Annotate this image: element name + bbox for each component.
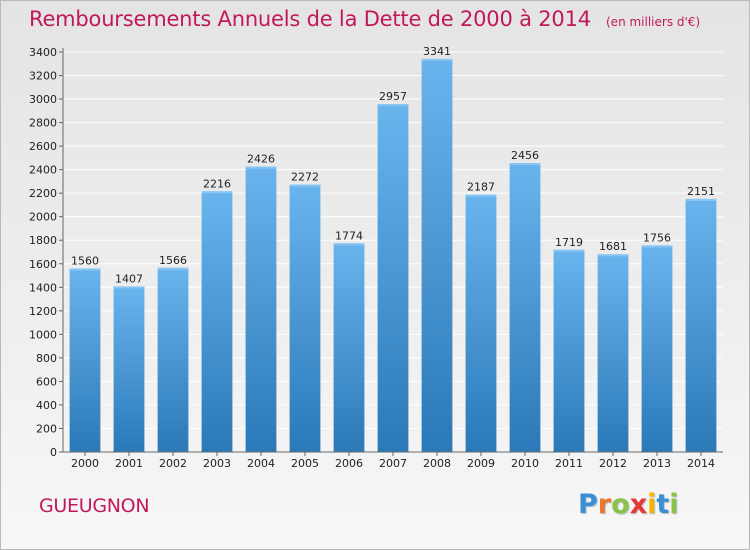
chart-unit: (en milliers d'€) [606,15,701,29]
bar-top-edge [685,198,717,201]
bar-top-edge [597,254,629,257]
logo-letter: i [647,489,657,520]
bar-top-edge [641,245,673,248]
bar-top-edge [553,249,585,252]
chart-title: Remboursements Annuels de la Dette de 20… [29,7,591,31]
bar-2005 [289,184,321,453]
y-tick-label: 1000 [29,328,57,341]
logo-letter: P [578,489,598,520]
bar-2014 [685,198,717,452]
bar-2008 [421,58,453,453]
value-label: 2272 [291,171,319,184]
title-row: Remboursements Annuels de la Dette de 20… [29,7,700,31]
x-tick-label: 2004 [247,457,275,470]
x-tick-label: 2008 [423,457,451,470]
bar-top-edge [113,286,145,289]
x-tick-label: 2003 [203,457,231,470]
bar-top-edge [245,166,277,169]
bar-top-edge [377,104,409,107]
value-label: 2216 [203,177,231,190]
value-label: 1774 [335,229,363,242]
value-label: 1681 [599,240,627,253]
y-tick-label: 400 [36,399,57,412]
value-label: 1756 [643,231,671,244]
x-tick-label: 2009 [467,457,495,470]
value-label: 1407 [115,272,143,285]
y-tick-label: 2400 [29,164,57,177]
bar-top-edge [289,184,321,187]
value-label: 1566 [159,254,187,267]
x-tick-label: 2010 [511,457,539,470]
bar-top-edge [465,194,497,197]
logo-letter: i [669,489,679,520]
x-tick-label: 2011 [555,457,583,470]
bar-2001 [113,286,145,452]
x-tick-label: 2000 [71,457,99,470]
bar-top-edge [69,268,101,271]
bar-2011 [553,249,585,452]
bar-2000 [69,268,101,452]
bars [69,58,717,453]
value-label: 1560 [71,254,99,267]
logo-letter: o [611,489,630,520]
y-tick-label: 0 [50,446,57,459]
bar-top-edge [333,243,365,246]
bar-2013 [641,245,673,452]
y-tick-label: 2200 [29,187,57,200]
x-tick-label: 2002 [159,457,187,470]
axes: 0 200 400 600 800 1000 1200 1400 1600 1800 2000 220… [29,46,723,470]
bar-2010 [509,163,541,452]
bar-top-edge [509,163,541,166]
logo-letter: r [597,489,612,520]
x-tick-label: 2001 [115,457,143,470]
y-tick-label: 1600 [29,258,57,271]
y-tick-label: 1400 [29,281,57,294]
value-label: 1719 [555,236,583,249]
y-tick-label: 1800 [29,234,57,247]
bar-2009 [465,194,497,453]
commune-name: GUEUGNON [39,495,150,517]
bar-top-edge [157,267,189,270]
value-label: 2151 [687,185,715,198]
y-tick-label: 600 [36,375,57,388]
bar-top-edge [421,58,453,61]
value-label: 2187 [467,181,495,194]
bar-2007 [377,104,409,452]
y-tick-label: 200 [36,422,57,435]
x-tick-label: 2006 [335,457,363,470]
logo-letter: t [656,489,670,520]
logo-letter: x [629,489,648,520]
x-tick-label: 2014 [687,457,715,470]
x-tick-label: 2005 [291,457,319,470]
proxiti-logo[interactable]: Proxiti [578,489,679,521]
y-tick-label: 2000 [29,211,57,224]
y-tick-label: 3000 [29,93,57,106]
value-label: 2426 [247,153,275,166]
bar-2012 [597,254,629,452]
value-label: 3341 [423,45,451,58]
x-tick-label: 2013 [643,457,671,470]
x-tick-label: 2012 [599,457,627,470]
value-label: 2957 [379,90,407,103]
y-tick-label: 1200 [29,305,57,318]
bar-2004 [245,166,277,452]
x-tick-label: 2007 [379,457,407,470]
value-labels: 1560 1407 1566 2216 2426 2272 1774 2957 3341 2187… [71,45,715,286]
bar-2006 [333,243,365,452]
y-tick-label: 800 [36,352,57,365]
y-tick-label: 2600 [29,140,57,153]
value-label: 2456 [511,149,539,162]
bar-2003 [201,191,233,452]
y-tick-label: 3400 [29,46,57,59]
bar-top-edge [201,191,233,194]
y-tick-label: 2800 [29,117,57,130]
y-tick-label: 3200 [29,70,57,83]
bar-2002 [157,267,189,452]
